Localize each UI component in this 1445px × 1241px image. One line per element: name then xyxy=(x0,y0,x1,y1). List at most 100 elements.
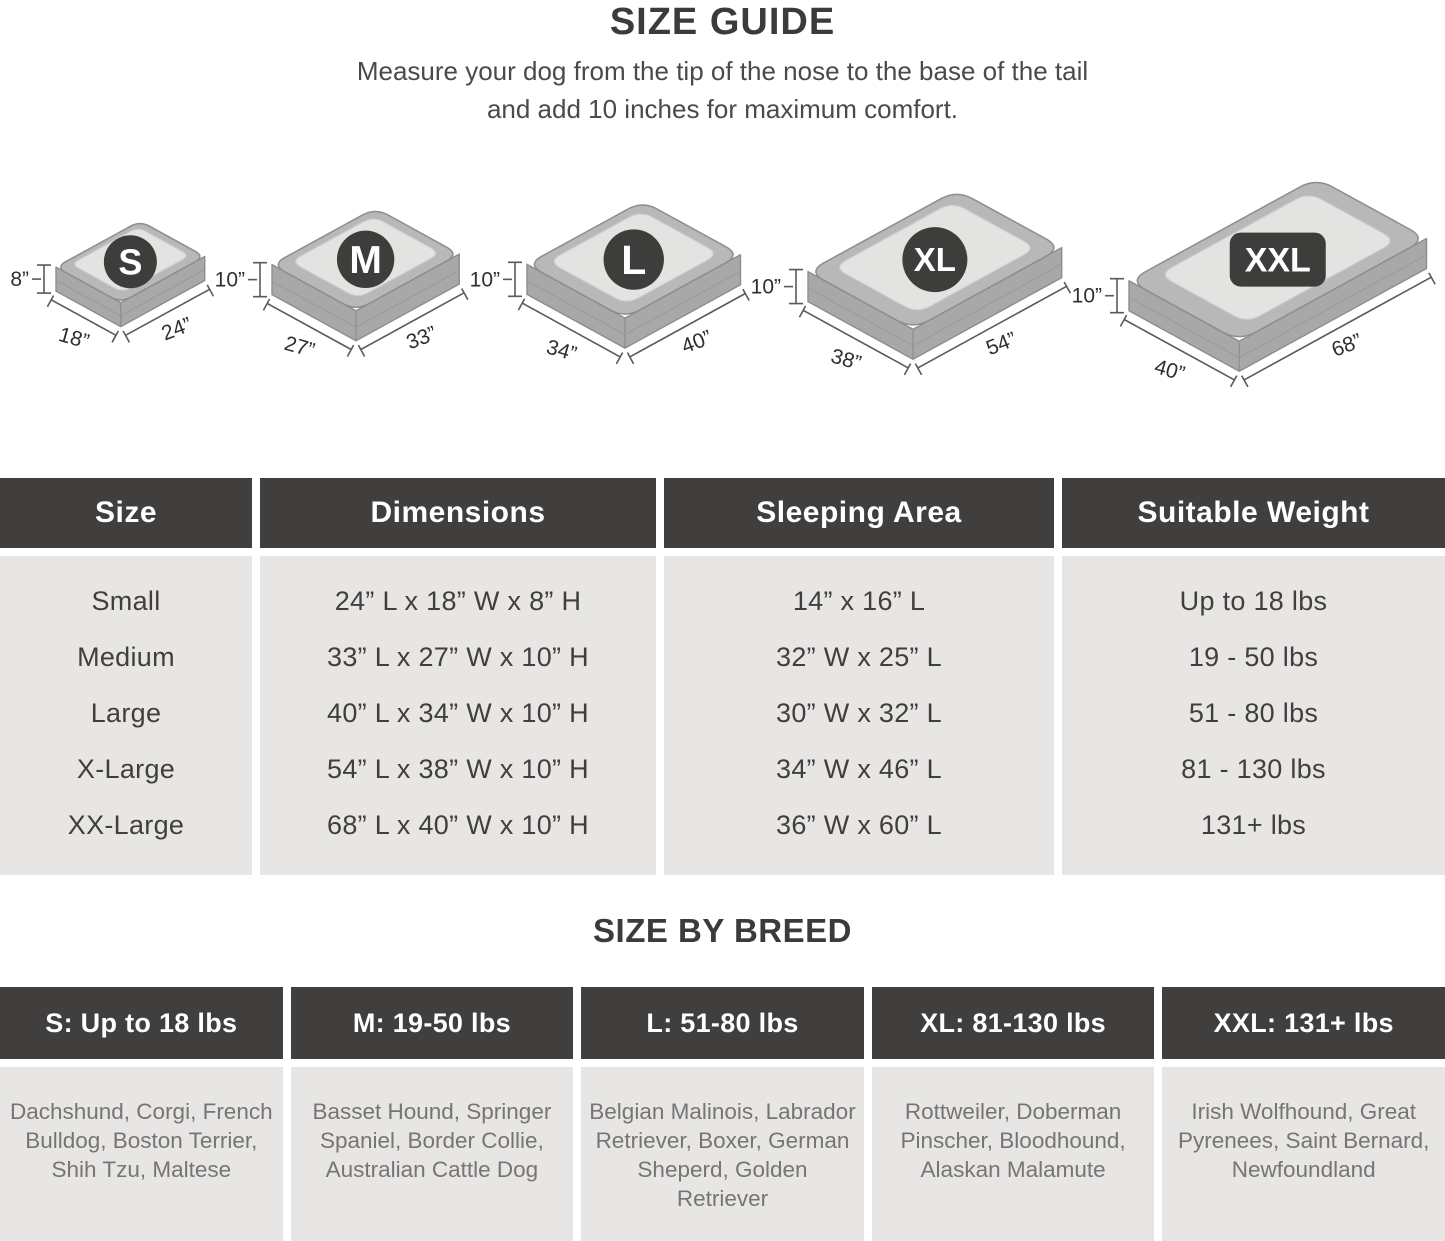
width-dim-line xyxy=(267,302,352,350)
column-body: 24” L x 18” W x 8” H 33” L x 27” W x 10” … xyxy=(260,556,656,875)
length-dim-line xyxy=(360,291,465,350)
height-dim-ticks xyxy=(37,264,51,294)
length-dim-tick xyxy=(741,288,750,301)
breed-table: S: Up to 18 lbs Dachshund, Corgi, French … xyxy=(0,987,1445,1241)
bed-illustration-xl: XL 10” 38” 54” xyxy=(750,193,1071,375)
table-cell-r3-c2: 34” W x 46” L xyxy=(776,753,942,784)
length-dim-tick xyxy=(206,284,215,297)
length-dim-label: 33” xyxy=(404,321,441,353)
height-dim-label: 10” xyxy=(750,275,780,298)
length-dim-line xyxy=(1243,275,1432,381)
bed-illustrations: S 8” 18” 24” M 10” 27” 33” L 10” 34” 40” XL 10” 38” 54”… xyxy=(0,142,1445,442)
size-table-column-dimensions: Dimensions 24” L x 18” W x 8” H 33” L x 27… xyxy=(260,478,656,875)
bed-seam xyxy=(55,269,205,317)
breed-list: Rottweiler, Doberman Pinscher, Bloodhoun… xyxy=(871,1067,1155,1241)
width-dim-tick xyxy=(262,298,271,311)
height-dim-label: 8” xyxy=(10,268,29,291)
height-dim-ticks xyxy=(253,261,268,297)
width-dim-tick xyxy=(1229,374,1238,387)
width-dim-tick xyxy=(903,362,912,375)
length-dim-tick xyxy=(1428,272,1436,285)
breed-list: Basset Hound, Springer Spaniel, Border C… xyxy=(290,1067,574,1241)
page-title: SIZE GUIDE xyxy=(609,1,836,43)
breed-column-2: L: 51-80 lbs Belgian Malinois, Labrador R… xyxy=(581,987,864,1241)
table-cell-r1-c0: Medium xyxy=(77,641,175,672)
subtitle-line-2: and add 10 inches for maximum comfort. xyxy=(486,94,959,124)
table-cell-r1-c3: 19 - 50 lbs xyxy=(1188,641,1319,672)
bed-seam xyxy=(807,263,1062,346)
size-table: Size Small Medium Large X-Large XX-Large Dimen… xyxy=(0,478,1445,875)
bed-seam xyxy=(1128,254,1427,358)
bed-seam xyxy=(526,270,741,335)
table-cell-r2-c0: Large xyxy=(90,697,162,728)
length-dim-label: 68” xyxy=(1329,329,1366,361)
breed-column-header: M: 19-50 lbs xyxy=(290,987,574,1059)
length-dim-label: 24” xyxy=(158,313,195,345)
size-badge-label: S xyxy=(118,241,142,282)
width-dim-label: 38” xyxy=(828,344,864,374)
table-cell-r4-c1: 68” L x 40” W x 10” H xyxy=(327,809,589,840)
table-cell-r1-c1: 33” L x 27” W x 10” H xyxy=(327,641,589,672)
width-dim-line xyxy=(1123,318,1235,381)
table-cell-r0-c3: Up to 18 lbs xyxy=(1179,585,1328,616)
width-dim-tick xyxy=(111,330,120,343)
height-dim-ticks xyxy=(788,268,803,304)
table-cell-r4-c0: XX-Large xyxy=(67,809,185,840)
breed-section-title: SIZE BY BREED xyxy=(593,912,852,949)
table-cell-r0-c2: 14” x 16” L xyxy=(792,585,926,616)
height-dim-label: 10” xyxy=(215,268,245,291)
breed-column-4: XXL: 131+ lbs Irish Wolfhound, Great Pyre… xyxy=(1162,987,1445,1241)
height-dim-ticks xyxy=(507,261,522,297)
size-badge xyxy=(902,226,968,292)
width-dim-line xyxy=(50,299,117,337)
column-header: Suitable Weight xyxy=(1062,478,1445,548)
width-dim-tick xyxy=(517,297,525,310)
size-badge-label: XXL xyxy=(1245,241,1311,279)
column-body: Up to 18 lbs 19 - 50 lbs 51 - 80 lbs 81 - 1… xyxy=(1062,556,1445,875)
width-dim-line xyxy=(521,301,621,358)
width-dim-label: 27” xyxy=(282,331,318,361)
header: SIZE GUIDE Measure your dog from the tip… xyxy=(0,0,1445,128)
table-cell-r0-c1: 24” L x 18” W x 8” H xyxy=(334,585,582,616)
length-dim-tick xyxy=(122,330,131,343)
breed-column-header: XL: 81-130 lbs xyxy=(871,987,1155,1059)
breed-column-3: XL: 81-130 lbs Rottweiler, Doberman Pinsc… xyxy=(871,987,1155,1241)
table-cell-r4-c2: 36” W x 60” L xyxy=(776,809,942,840)
length-dim-tick xyxy=(1063,281,1071,294)
size-table-column-suitable-weight: Suitable Weight Up to 18 lbs 19 - 50 lbs 51… xyxy=(1062,478,1445,875)
length-dim-label: 54” xyxy=(983,327,1020,359)
table-cell-r3-c1: 54” L x 38” W x 10” H xyxy=(327,753,589,784)
bed-illustration-xxl: XXL 10” 40” 68” xyxy=(1072,181,1436,387)
size-badge-label: L xyxy=(621,236,646,282)
subtitle-line-1: Measure your dog from the tip of the nos… xyxy=(356,56,1089,86)
size-badge xyxy=(103,235,157,289)
bed-illustration-s: S 8” 18” 24” xyxy=(10,222,215,354)
column-header: Dimensions xyxy=(260,478,656,548)
width-dim-tick xyxy=(798,305,807,318)
size-badge xyxy=(1229,232,1326,287)
size-badge-label: XL xyxy=(914,241,956,278)
subtitle: Measure your dog from the tip of the nos… xyxy=(0,52,1445,128)
size-badge-label: M xyxy=(350,238,383,281)
size-badge xyxy=(337,230,395,288)
bed-illustration-l: L 10” 34” 40” xyxy=(469,203,750,365)
breed-list: Belgian Malinois, Labrador Retriever, Bo… xyxy=(581,1067,864,1241)
width-dim-tick xyxy=(346,344,355,357)
column-body: 14” x 16” L 32” W x 25” L 30” W x 32” L 34”… xyxy=(664,556,1054,875)
table-cell-r4-c3: 131+ lbs xyxy=(1200,809,1307,840)
breed-column-header: S: Up to 18 lbs xyxy=(0,987,283,1059)
height-dim-label: 10” xyxy=(1072,284,1102,307)
table-cell-r3-c3: 81 - 130 lbs xyxy=(1181,753,1326,784)
width-dim-label: 18” xyxy=(56,323,92,353)
size-table-column-size: Size Small Medium Large X-Large XX-Large xyxy=(0,478,252,875)
width-dim-tick xyxy=(615,351,623,364)
width-dim-line xyxy=(802,309,909,369)
width-dim-tick xyxy=(1119,314,1128,327)
table-cell-r2-c2: 30” W x 32” L xyxy=(776,697,942,728)
length-dim-tick xyxy=(626,351,634,364)
length-dim-tick xyxy=(357,344,366,357)
column-header: Size xyxy=(0,478,252,548)
length-dim-line xyxy=(628,292,746,358)
breed-column-header: XXL: 131+ lbs xyxy=(1162,987,1445,1059)
